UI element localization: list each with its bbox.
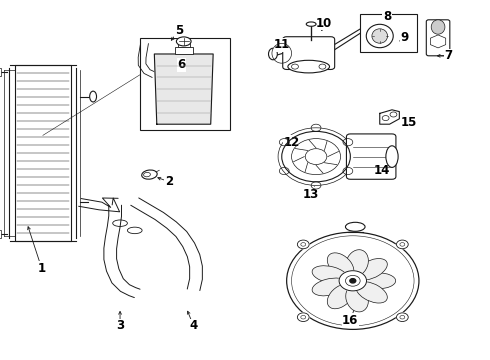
Ellipse shape (346, 285, 368, 312)
Ellipse shape (176, 37, 191, 46)
Ellipse shape (312, 266, 347, 284)
Ellipse shape (345, 222, 365, 231)
Circle shape (396, 313, 408, 321)
Text: 8: 8 (383, 10, 391, 23)
Bar (178, 41, 190, 47)
Ellipse shape (356, 282, 387, 303)
Bar (360, 14, 416, 52)
FancyBboxPatch shape (426, 20, 450, 56)
Text: 14: 14 (374, 165, 391, 177)
Ellipse shape (142, 170, 157, 179)
Circle shape (282, 131, 350, 182)
Ellipse shape (356, 258, 387, 280)
Polygon shape (154, 54, 213, 124)
Ellipse shape (288, 60, 329, 73)
Bar (15, 65, 71, 241)
Ellipse shape (346, 250, 368, 276)
Text: 1: 1 (38, 262, 46, 275)
Ellipse shape (269, 48, 277, 60)
FancyBboxPatch shape (346, 134, 396, 179)
Bar (0, 230, 1, 238)
FancyBboxPatch shape (283, 37, 335, 69)
Text: 2: 2 (165, 175, 173, 188)
Circle shape (396, 240, 408, 249)
Ellipse shape (306, 22, 316, 26)
Ellipse shape (386, 146, 398, 167)
Circle shape (297, 313, 309, 321)
Polygon shape (380, 110, 399, 124)
Circle shape (350, 279, 356, 283)
Text: 10: 10 (315, 17, 332, 30)
Ellipse shape (144, 172, 150, 177)
Text: 15: 15 (401, 116, 417, 129)
Ellipse shape (90, 91, 97, 102)
Ellipse shape (312, 278, 347, 296)
Text: 13: 13 (303, 188, 319, 201)
Ellipse shape (372, 29, 388, 43)
Text: 12: 12 (283, 136, 300, 149)
Ellipse shape (327, 284, 354, 309)
Ellipse shape (327, 253, 354, 278)
Circle shape (297, 240, 309, 249)
Bar (0, 68, 1, 76)
Circle shape (287, 232, 419, 329)
Text: 4: 4 (190, 319, 197, 332)
Text: 7: 7 (444, 49, 452, 62)
Text: 3: 3 (116, 319, 124, 332)
Bar (175, 47, 193, 54)
Text: 9: 9 (400, 31, 408, 44)
Ellipse shape (359, 273, 396, 289)
Text: 16: 16 (342, 314, 359, 327)
Circle shape (339, 271, 367, 291)
Text: 5: 5 (175, 24, 183, 37)
Ellipse shape (366, 24, 393, 48)
Bar (140, 38, 230, 130)
Ellipse shape (431, 20, 445, 34)
Text: 11: 11 (273, 39, 290, 51)
Text: 6: 6 (177, 58, 185, 71)
